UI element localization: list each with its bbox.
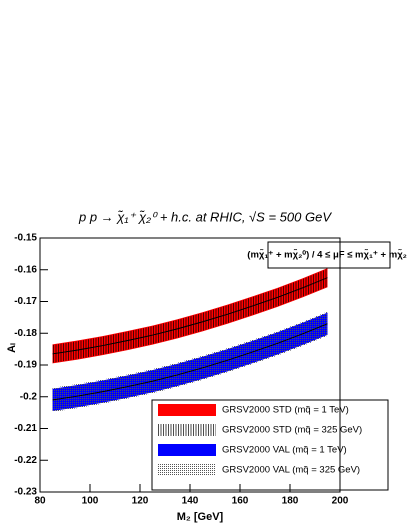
x-tick-label: 160 (232, 496, 249, 507)
y-tick-label: -0.15 (14, 233, 37, 244)
x-tick-label: 200 (332, 496, 349, 507)
legend-swatch (158, 404, 216, 416)
x-axis-label: M₂ [GeV] (177, 511, 224, 523)
annotation: (mχ̃₁⁺ + mχ̃₂⁰) / 4 ≤ μF ≤ mχ̃₁⁺ + mχ̃₂⁰ (247, 249, 407, 261)
y-tick-label: -0.18 (14, 328, 37, 339)
x-tick-label: 80 (34, 496, 46, 507)
band (52, 268, 328, 363)
x-tick-label: 140 (182, 496, 199, 507)
x-tick-label: 120 (132, 496, 149, 507)
band (52, 311, 328, 412)
y-tick-label: -0.16 (14, 264, 37, 275)
y-tick-label: -0.2 (20, 391, 38, 402)
legend-swatch (158, 464, 216, 476)
legend-label: GRSV2000 STD (mq̃ = 325 GeV) (222, 425, 362, 436)
y-tick-label: -0.23 (14, 487, 37, 498)
x-tick-label: 180 (282, 496, 299, 507)
center-line (52, 277, 328, 355)
center-line (52, 323, 328, 401)
y-axis-label: Aₗ (6, 343, 18, 353)
legend-label: GRSV2000 VAL (mq̃ = 1 TeV) (222, 445, 347, 456)
chart-title: p p → χ̃₁⁺ χ̃₂⁰ + h.c. at RHIC, √S = 500… (78, 209, 332, 224)
y-tick-label: -0.17 (14, 296, 37, 307)
y-tick-label: -0.21 (14, 423, 37, 434)
y-tick-label: -0.22 (14, 455, 37, 466)
legend-label: GRSV2000 STD (mq̃ = 1 TeV) (222, 405, 349, 416)
x-tick-label: 100 (82, 496, 99, 507)
legend-swatch (158, 444, 216, 456)
y-tick-label: -0.19 (14, 360, 37, 371)
plot-area (52, 268, 328, 412)
legend-label: GRSV2000 VAL (mq̃ = 325 GeV) (222, 465, 360, 476)
annotation-box (267, 241, 391, 269)
legend-swatch (158, 424, 216, 436)
